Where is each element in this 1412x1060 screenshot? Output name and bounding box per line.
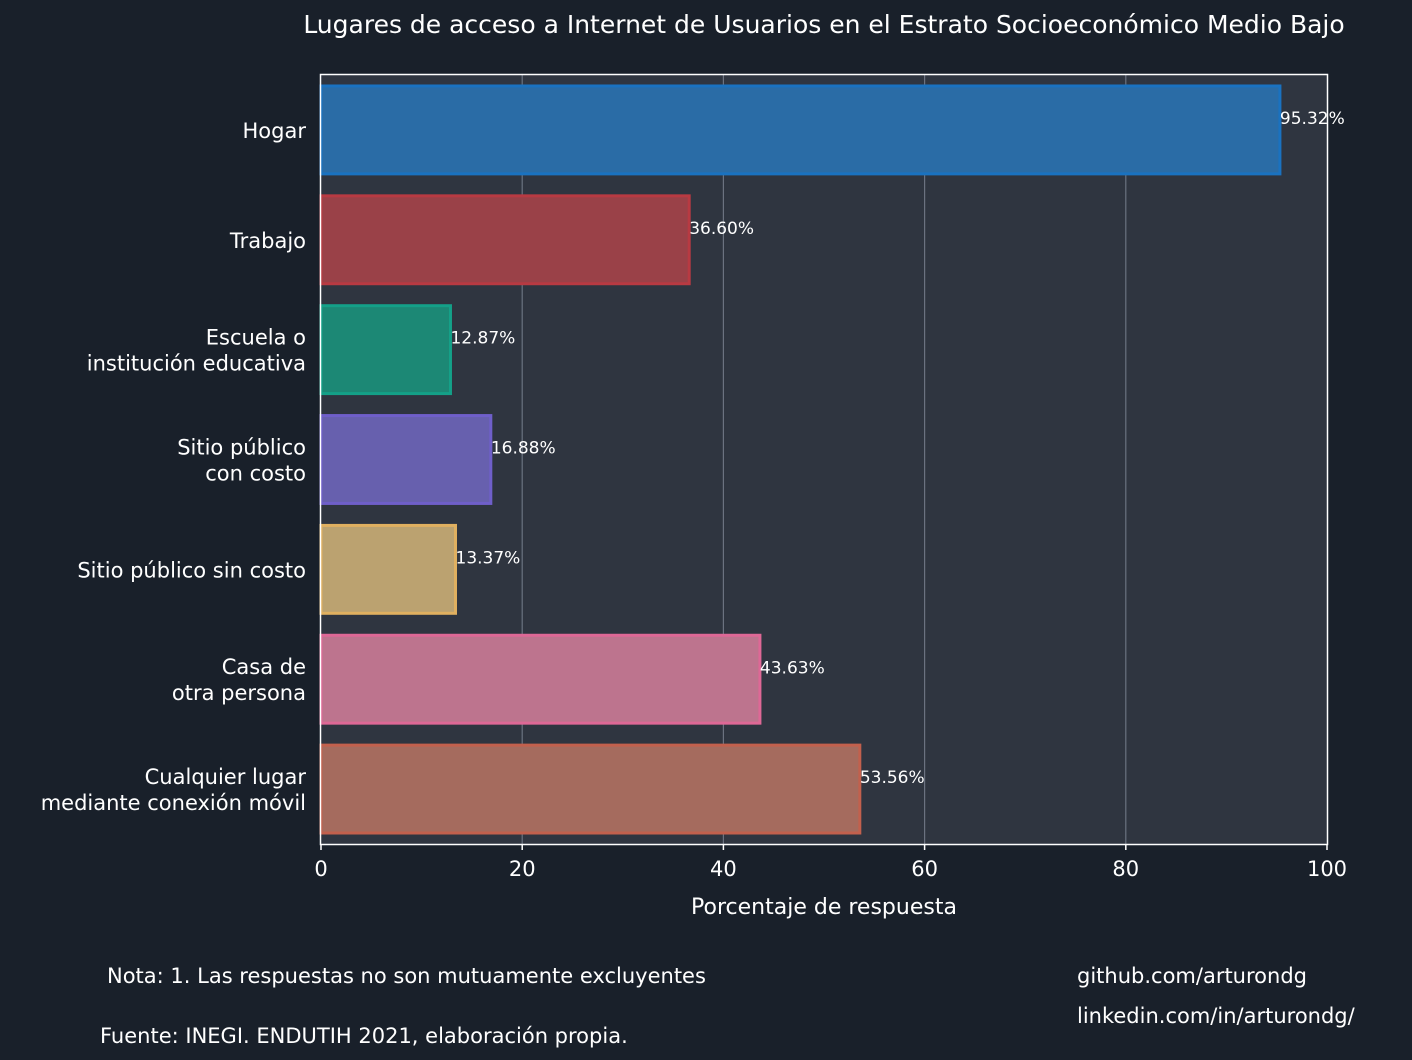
value-label-2: 12.87%	[450, 329, 515, 349]
category-label-2-line-1: institución educativa	[87, 352, 306, 376]
bar-3	[319, 414, 493, 505]
value-label-5: 43.63%	[760, 658, 825, 678]
bar-2	[319, 304, 452, 396]
footer-linkedin-link[interactable]: linkedin.com/in/arturondg/	[1077, 1004, 1355, 1028]
footer-note: Nota: 1. Las respuestas no son mutuament…	[107, 964, 706, 988]
bar-5	[319, 633, 762, 725]
footer-source: Fuente: INEGI. ENDUTIH 2021, elaboración…	[100, 1024, 628, 1048]
value-label-0: 95.32%	[1280, 109, 1345, 129]
category-label-1-line-0: Trabajo	[229, 229, 306, 253]
value-labels: 95.32% 36.60% 12.87% 16.88% 13.37% 43.63% 53.5…	[450, 109, 1344, 788]
x-tick-label-60: 60	[911, 857, 938, 881]
category-label-3-line-1: con costo	[205, 462, 306, 486]
bar-4	[319, 523, 458, 615]
category-label-0-line-0: Hogar	[243, 119, 307, 143]
value-label-6: 53.56%	[860, 768, 925, 788]
category-label-6-line-1: mediante conexión móvil	[41, 791, 306, 815]
bar-6	[319, 743, 862, 835]
footer-github-link[interactable]: github.com/arturondg	[1077, 964, 1307, 988]
plot-frame	[319, 73, 1329, 846]
chart-title: Lugares de acceso a Internet de Usuarios…	[303, 10, 1344, 39]
x-tick-label-80: 80	[1112, 857, 1139, 881]
x-tick-label-20: 20	[509, 857, 536, 881]
category-label-5-line-1: otra persona	[172, 681, 306, 705]
x-axis-label: Porcentaje de respuesta	[691, 895, 957, 920]
category-label-5-line-0: Casa de	[222, 655, 306, 679]
value-label-1: 36.60%	[689, 219, 754, 239]
bar-1	[319, 194, 691, 286]
value-label-3: 16.88%	[491, 439, 556, 459]
bars	[319, 84, 1282, 835]
x-tick-label-0: 0	[314, 857, 327, 881]
x-axis-ticks: 0 20 40 60 80 100	[314, 844, 1347, 881]
category-label-6-line-0: Cualquier lugar	[145, 765, 307, 789]
x-tick-label-100: 100	[1307, 857, 1347, 881]
category-label-4-line-0: Sitio público sin costo	[77, 558, 306, 582]
category-label-2-line-0: Escuela o	[206, 326, 306, 350]
category-label-3-line-0: Sitio público	[177, 436, 306, 460]
bar-0	[319, 84, 1282, 176]
value-label-4: 13.37%	[456, 548, 521, 568]
x-tick-label-40: 40	[710, 857, 737, 881]
